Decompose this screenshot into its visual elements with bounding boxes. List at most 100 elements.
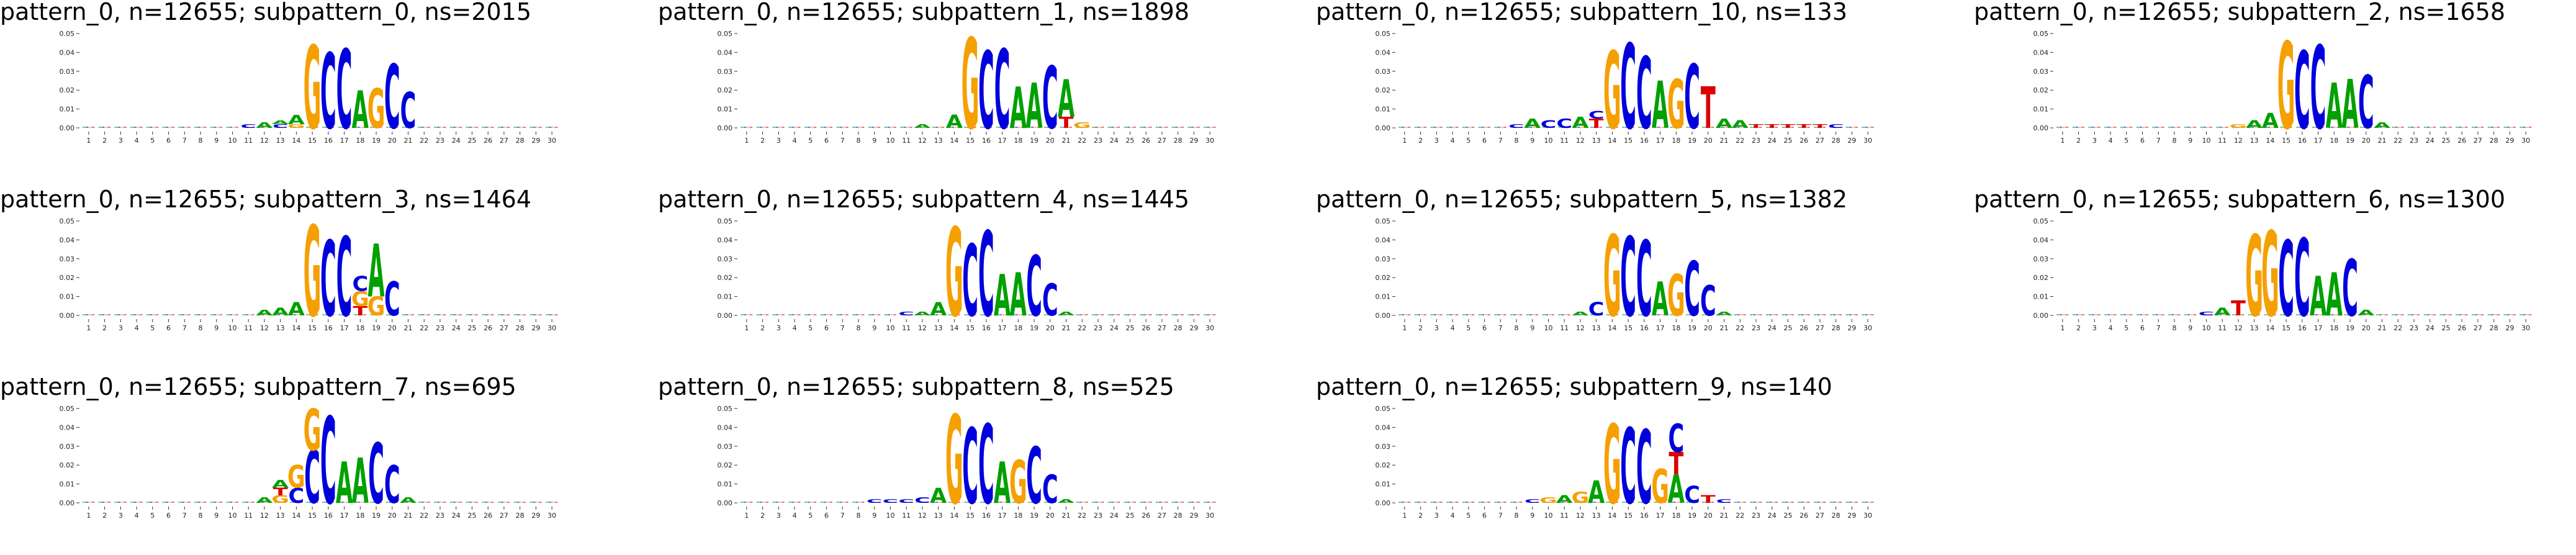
background-noise-bar [328,127,331,128]
background-noise-bar [1194,314,1197,315]
x-tick-label: 21 [1720,324,1729,332]
background-noise-bar [964,502,967,503]
background-noise-bar [124,314,127,315]
background-noise-bar [213,127,217,128]
background-noise-bar [954,502,957,503]
background-noise-bar [1663,502,1666,503]
background-noise-bar [762,502,766,503]
background-noise-bar [2520,314,2523,315]
logo-letter-C: C [320,220,336,340]
background-noise-bar [2267,127,2270,128]
background-noise-bar [264,502,268,503]
background-noise-bar [2312,127,2315,128]
background-noise-bar [1622,127,1625,128]
background-noise-bar [1855,314,1858,315]
x-tick-label: 11 [902,324,911,332]
background-noise-bar [137,314,140,315]
background-noise-bar [1545,502,1548,503]
background-noise-bar [1156,314,1159,315]
background-noise-bar [2238,314,2241,315]
background-noise-bar [749,127,753,128]
background-noise-bar [1657,127,1660,128]
background-noise-bar [1187,127,1191,128]
logo-letter-C: C [384,456,400,515]
background-noise-bar [967,127,970,128]
background-noise-bar [213,502,217,503]
x-tick-label: 11 [2218,137,2227,145]
background-noise-bar [1724,127,1727,128]
background-noise-bar [1832,127,1836,128]
logo-letter-C: C [352,272,368,296]
x-tick-label: 4 [793,137,797,145]
background-noise-bar [1436,314,1439,315]
background-noise-bar [1047,314,1050,315]
x-tick-label: 5 [150,137,155,145]
x-tick-label: 30 [547,324,556,332]
background-noise-bar [826,127,829,128]
background-noise-bar [1750,502,1753,503]
y-tick-label: 0.05 [718,30,733,38]
background-noise-bar [2331,314,2334,315]
y-tick-label: 0.03 [60,68,75,76]
background-noise-bar [2513,127,2516,128]
x-tick-label: 12 [918,324,927,332]
background-noise-bar [1868,502,1871,503]
background-noise-bar [104,127,108,128]
x-tick-label: 11 [2218,324,2227,332]
x-tick-label: 14 [1608,324,1616,332]
background-noise-bar [1127,314,1130,315]
background-noise-bar [395,502,399,503]
background-noise-bar [1516,502,1520,503]
background-noise-bar [408,502,411,503]
logo-letter-A: A [1556,494,1574,505]
background-noise-bar [529,314,533,315]
background-noise-bar [845,314,849,315]
background-noise-bar [402,502,405,503]
x-tick-label: 17 [340,512,349,520]
x-tick-label: 10 [2202,324,2210,332]
background-noise-bar [810,502,814,503]
background-noise-bar [261,502,264,503]
background-noise-bar [1583,127,1587,128]
background-noise-bar [1721,314,1724,315]
background-noise-bar [1092,127,1095,128]
background-noise-bar [1599,314,1603,315]
background-noise-bar [1542,502,1546,503]
background-noise-bar [1567,502,1570,503]
background-noise-bar [2401,314,2404,315]
logo-panel: pattern_0, n=12655; subpattern_2, ns=165… [1974,0,2576,180]
x-tick-label: 8 [199,512,203,520]
background-noise-bar [1462,502,1466,503]
x-tick-label: 17 [2314,324,2323,332]
logo-letter-G: G [2245,213,2263,342]
y-tick-label: 0.05 [2033,30,2049,38]
logo-letter-T: T [1749,123,1764,129]
background-noise-bar [1156,127,1159,128]
background-noise-bar [1606,314,1609,315]
background-noise-bar [1788,502,1791,503]
background-noise-bar [820,127,824,128]
background-noise-bar [2264,314,2267,315]
background-noise-bar [2344,314,2347,315]
x-tick-label: 30 [2521,324,2530,332]
background-noise-bar [1149,127,1152,128]
x-tick-label: 21 [1720,512,1729,520]
x-tick-label: 2 [760,512,765,520]
background-noise-bar [1140,314,1143,315]
background-noise-bar [1101,314,1104,315]
background-noise-bar [1852,502,1855,503]
background-noise-bar [338,127,341,128]
logo-letter-C: C [978,30,994,153]
background-noise-bar [1849,502,1852,503]
x-tick-label: 10 [228,512,236,520]
background-noise-bar [347,127,350,128]
background-noise-bar [133,502,137,503]
background-noise-bar [101,314,105,315]
background-noise-bar [1631,502,1634,503]
background-noise-bar [1456,502,1459,503]
background-noise-bar [1018,314,1021,315]
background-noise-bar [1082,127,1085,128]
background-noise-bar [1149,502,1152,503]
background-noise-bar [2190,127,2194,128]
y-tick-label: 0.04 [718,236,733,244]
